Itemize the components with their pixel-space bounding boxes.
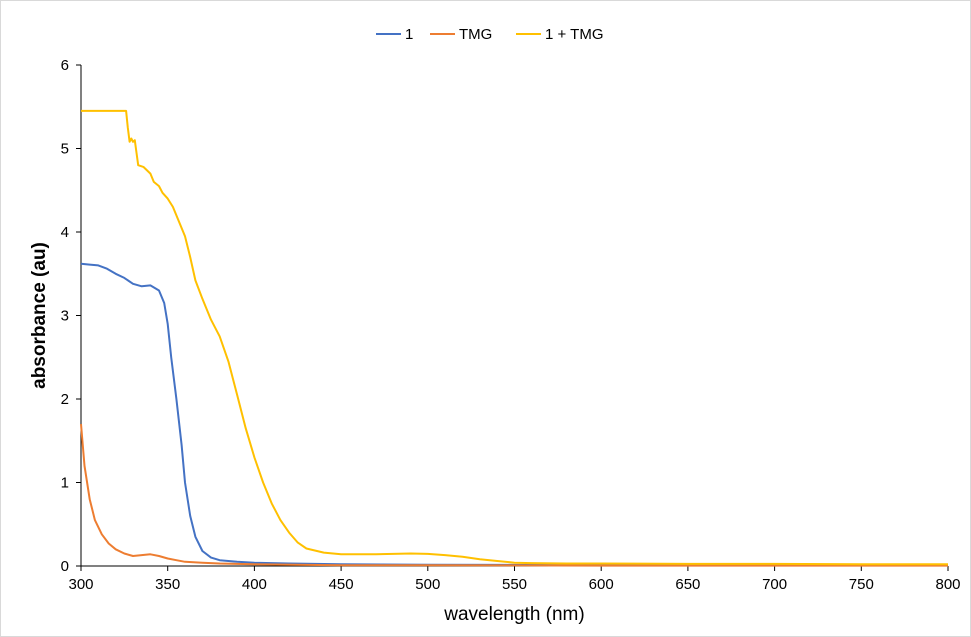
x-tick-label: 650 [675,576,700,593]
legend: 1 TMG 1 + TMG [376,26,604,43]
legend-item-2: TMG [430,26,492,43]
x-tick-label: 400 [242,576,267,593]
x-tick-label: 350 [155,576,180,593]
y-tick-label: 5 [61,141,69,158]
x-axis-ticks: 300 350 400 450 500 550 600 650 700 750 800 [68,566,961,593]
y-axis-title: absorbance (au) [29,242,50,389]
series-line-2 [80,424,948,567]
y-tick-label: 4 [61,224,69,241]
series-lines [80,109,948,567]
x-tick-label: 600 [589,576,614,593]
y-tick-label: 1 [61,475,69,492]
legend-item-3: 1 + TMG [516,26,604,43]
x-tick-label: 300 [68,576,93,593]
plot-area: 0 1 2 3 4 5 6 300 350 400 450 500 550 600 650 700 750 80… [61,57,961,593]
legend-label: TMG [459,26,492,43]
x-tick-label: 450 [329,576,354,593]
y-tick-label: 2 [61,391,69,408]
series-line-1 [80,262,948,567]
x-axis-title: wavelength (nm) [443,604,584,625]
y-tick-label: 0 [61,558,69,575]
x-tick-label: 750 [849,576,874,593]
x-tick-label: 700 [762,576,787,593]
legend-label: 1 [405,26,413,43]
series-line-3 [81,109,948,566]
x-tick-label: 500 [415,576,440,593]
legend-label: 1 + TMG [545,26,604,43]
legend-item-1: 1 [376,26,413,43]
y-axis-ticks: 0 1 2 3 4 5 6 [61,57,81,575]
x-tick-label: 550 [502,576,527,593]
y-tick-label: 6 [61,57,69,74]
x-tick-label: 800 [935,576,960,593]
y-tick-label: 3 [61,308,69,325]
